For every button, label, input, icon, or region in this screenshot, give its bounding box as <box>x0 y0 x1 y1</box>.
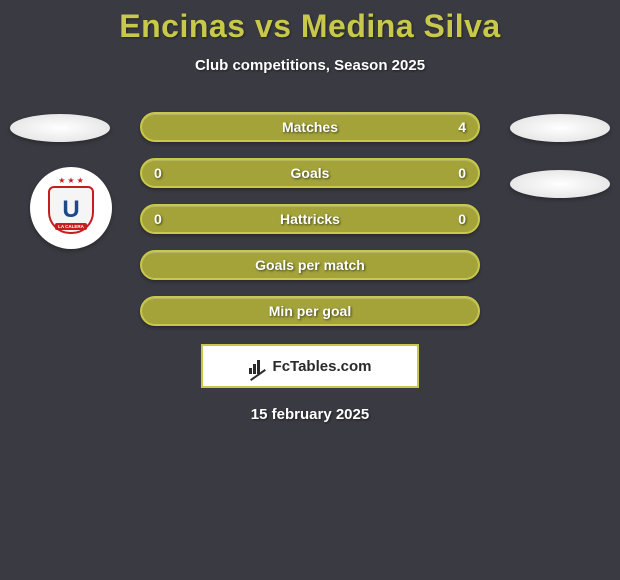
star-icon: ★ <box>67 176 74 185</box>
stat-right-value: 0 <box>458 211 466 227</box>
date-text: 15 february 2025 <box>0 406 620 423</box>
player-right-ellipse-1 <box>510 114 610 142</box>
stat-label: Goals <box>291 165 330 181</box>
stat-left-value: 0 <box>154 165 162 181</box>
star-icon: ★ <box>77 176 84 185</box>
logo-stars: ★ ★ ★ <box>58 176 84 185</box>
brand-text: FcTables.com <box>273 358 372 375</box>
stat-left-value: 0 <box>154 211 162 227</box>
brand-chart-icon <box>249 358 269 374</box>
stat-right-value: 0 <box>458 165 466 181</box>
stat-row-hattricks: 0 Hattricks 0 <box>140 204 480 234</box>
stat-row-min-per-goal: Min per goal <box>140 296 480 326</box>
page-title: Encinas vs Medina Silva <box>0 0 620 45</box>
logo-banner: LA CALERA <box>55 223 87 230</box>
logo-shield: U LA CALERA <box>48 186 94 234</box>
player-right-ellipse-2 <box>510 170 610 198</box>
club-logo: ★ ★ ★ U LA CALERA <box>30 167 112 249</box>
star-icon: ★ <box>58 176 65 185</box>
stat-row-goals: 0 Goals 0 <box>140 158 480 188</box>
stats-area: ★ ★ ★ U LA CALERA Matches 4 0 Goals 0 0 … <box>0 112 620 423</box>
stat-label: Min per goal <box>269 303 351 319</box>
player-left-ellipse <box>10 114 110 142</box>
stat-row-goals-per-match: Goals per match <box>140 250 480 280</box>
stat-label: Hattricks <box>280 211 340 227</box>
stat-right-value: 4 <box>458 119 466 135</box>
brand-box[interactable]: FcTables.com <box>201 344 419 388</box>
stat-row-matches: Matches 4 <box>140 112 480 142</box>
stat-rows: Matches 4 0 Goals 0 0 Hattricks 0 Goals … <box>140 112 480 326</box>
subtitle: Club competitions, Season 2025 <box>0 57 620 74</box>
stat-label: Goals per match <box>255 257 365 273</box>
logo-letter: U <box>62 198 79 222</box>
stat-label: Matches <box>282 119 338 135</box>
